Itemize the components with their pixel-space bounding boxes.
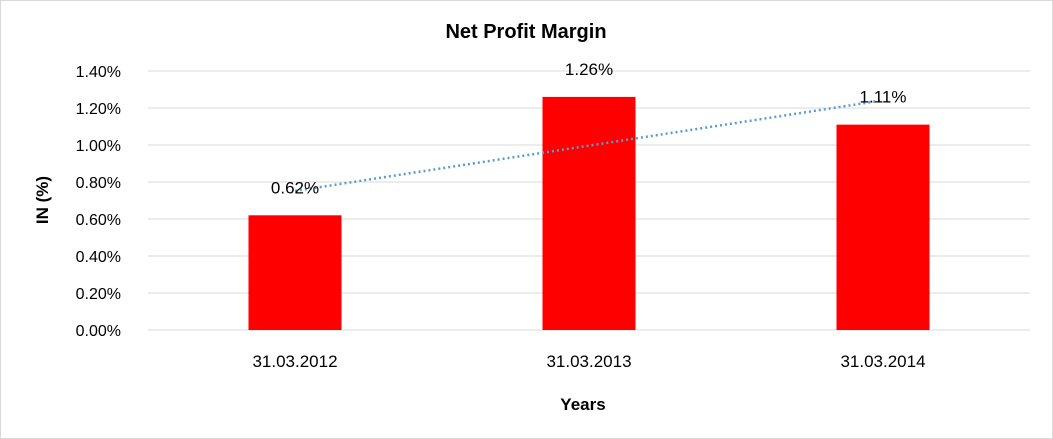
y-tick-label: 1.00% xyxy=(76,138,121,155)
y-tick-label: 0.00% xyxy=(76,323,121,340)
y-tick-label: 0.20% xyxy=(76,286,121,303)
bar-31.03.2012 xyxy=(248,215,342,330)
x-tick-label: 31.03.2013 xyxy=(546,352,631,371)
y-tick-label: 1.20% xyxy=(76,101,121,118)
trendline xyxy=(294,99,884,193)
x-tick-label: 31.03.2012 xyxy=(252,352,337,371)
data-label: 1.26% xyxy=(565,60,613,79)
bar-31.03.2013 xyxy=(542,96,636,331)
y-tick-label: 0.60% xyxy=(76,212,121,229)
chart-title: Net Profit Margin xyxy=(445,21,606,43)
data-label: 1.11% xyxy=(860,88,907,107)
x-axis-label: Years xyxy=(560,395,605,414)
y-tick-label: 1.40% xyxy=(76,64,121,81)
y-tick-label: 0.80% xyxy=(76,175,121,192)
y-axis-label: IN (%) xyxy=(33,176,52,224)
bar-31.03.2014 xyxy=(836,124,930,331)
x-tick-label: 31.03.2014 xyxy=(840,352,925,371)
data-label: 0.62% xyxy=(271,178,319,197)
y-tick-label: 0.40% xyxy=(76,249,121,266)
